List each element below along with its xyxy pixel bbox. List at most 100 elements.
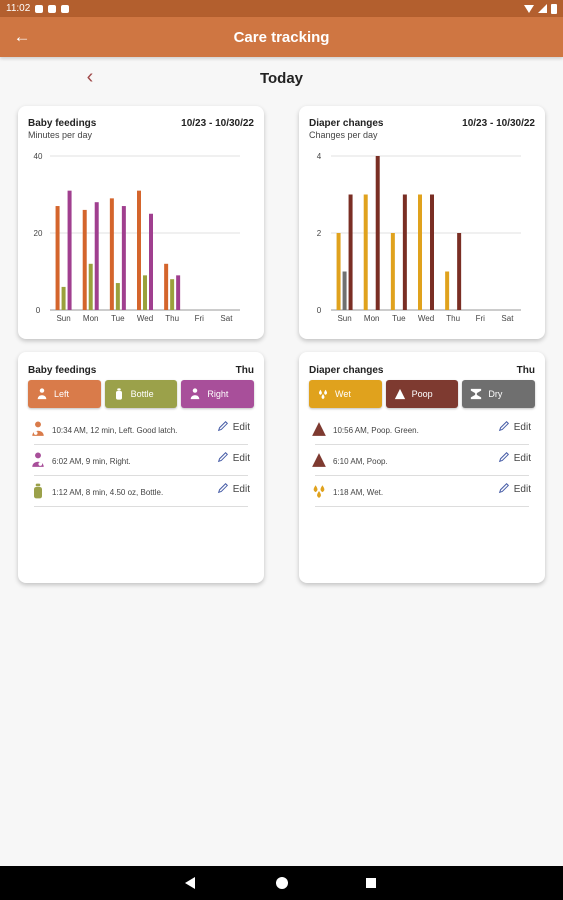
dry-diaper-icon [470,388,482,400]
bottle-button[interactable]: Bottle [104,380,178,408]
pencil-icon [498,482,510,497]
bottle-icon [113,388,125,400]
diapers-y-tick-label: 2 [317,229,322,238]
feedings-chart-card[interactable]: 0 20 40 Sun Mon Tue Wed Thu Fri Sat Baby feedings… [18,106,264,339]
feedings-y-tick-label: 0 [36,306,41,315]
entry-text: 10:56 AM, Poop. Green. [333,426,419,435]
list-item: 1:18 AM, Wet. Edit [307,476,537,507]
edit-button[interactable]: Edit [217,451,250,466]
signal-icon [538,4,547,13]
back-arrow-icon[interactable]: ← [13,27,31,46]
diapers-list-day: Thu [516,365,535,376]
edit-label: Edit [232,422,250,433]
nav-back-icon[interactable] [185,877,195,889]
diapers-bar-poop [457,233,462,310]
breastfeed-left-icon [36,388,48,400]
date-label: Today [259,70,304,87]
feedings-list-card: Baby feedings Thu Left Bottle Right 10:34 … [18,352,264,583]
edit-button[interactable]: Edit [217,482,250,497]
droplets-icon [311,482,327,500]
feedings-bar-right [121,206,126,310]
diapers-bar-poop [348,194,353,310]
nav-home-icon[interactable] [276,877,288,889]
pencil-icon [498,451,510,466]
poop-icon [394,388,406,400]
list-item: 6:02 AM, 9 min, Right. Edit [26,445,256,476]
date-navigator: ‹ Today [0,66,563,90]
button-label: Bottle [130,389,154,399]
entry-text: 1:18 AM, Wet. [333,488,384,497]
feedings-x-tick-label: Sun [56,314,70,323]
breastfeed-right-icon [189,388,201,400]
divider [34,506,248,507]
feedings-y-tick-label: 40 [34,152,43,161]
diapers-x-tick-label: Tue [392,314,406,323]
list-item: 10:56 AM, Poop. Green. Edit [307,414,537,445]
diapers-x-tick-label: Thu [446,314,460,323]
feedings-bar-bottle [61,286,66,310]
edit-label: Edit [232,453,250,464]
left-button[interactable]: Left [28,380,101,408]
diapers-x-tick-label: Mon [364,314,380,323]
edit-button[interactable]: Edit [498,482,531,497]
diapers-x-tick-label: Sat [501,314,514,323]
entry-text: 10:34 AM, 12 min, Left. Good latch. [52,426,178,435]
diapers-chart-subtitle: Changes per day [309,130,378,140]
entry-text: 6:02 AM, 9 min, Right. [52,457,131,466]
poop-icon [311,420,327,438]
app-bar: ← Care tracking [0,17,563,57]
feedings-bar-left [109,198,114,310]
entry-text: 1:12 AM, 8 min, 4.50 oz, Bottle. [52,488,164,497]
button-label: Dry [488,389,503,399]
wet-button[interactable]: Wet [309,380,382,408]
poop-icon [311,451,327,469]
pencil-icon [217,451,229,466]
diapers-bar-wet [363,194,368,310]
divider [315,475,529,476]
button-label: Right [207,389,229,399]
feedings-list-title: Baby feedings [28,365,97,376]
edit-label: Edit [513,453,531,464]
diaper-entries-list: 10:56 AM, Poop. Green. Edit 6:10 AM, Poop.… [307,414,537,507]
breastfeed-left-icon [30,420,46,438]
edit-button[interactable]: Edit [498,451,531,466]
diapers-bar-wet [418,194,422,310]
diapers-list-title: Diaper changes [309,365,384,376]
edit-button[interactable]: Edit [498,420,531,435]
diapers-bar-poop [375,156,380,310]
diapers-list-card: Diaper changes Thu Wet Poop Dry 10:56 AM, … [299,352,545,583]
list-item: 6:10 AM, Poop. Edit [307,445,537,476]
right-button[interactable]: Right [181,380,255,408]
clipboard-icon [61,4,70,13]
feedings-list-day: Thu [235,365,254,376]
feedings-bar-bottle [170,279,175,310]
feedings-bar-chart: 0 20 40 Sun Mon Tue Wed Thu Fri Sat [34,152,240,323]
feedings-bar-left [55,206,60,310]
status-time: 11:02 [6,3,31,14]
feedings-bar-right [176,275,181,310]
feedings-bar-left [137,190,141,310]
feedings-x-tick-label: Wed [137,314,153,323]
pencil-icon [217,482,229,497]
poop-button[interactable]: Poop [385,380,459,408]
diapers-x-tick-label: Fri [476,314,486,323]
diapers-chart-card[interactable]: 0 2 4 Sun Mon Tue Wed Thu Fri Sat Diaper changes … [299,106,545,339]
previous-day-chevron-icon[interactable]: ‹ [86,66,94,88]
sd-card-icon [48,4,57,13]
divider [34,444,248,445]
feedings-x-tick-label: Sat [220,314,233,323]
diapers-bar-poop [430,194,434,310]
dry-button[interactable]: Dry [462,380,536,408]
diaper-type-buttons: Wet Poop Dry [309,380,536,408]
diapers-bar-poop [402,194,407,310]
edit-button[interactable]: Edit [217,420,250,435]
feedings-bar-left [164,263,169,310]
button-label: Wet [335,389,351,399]
feedings-bar-bottle [115,283,120,310]
nav-recents-icon[interactable] [366,878,376,888]
diapers-y-tick-label: 4 [317,152,322,161]
wifi-icon [524,4,534,13]
battery-icon [551,3,557,14]
breastfeed-right-icon [30,451,46,469]
divider [34,475,248,476]
